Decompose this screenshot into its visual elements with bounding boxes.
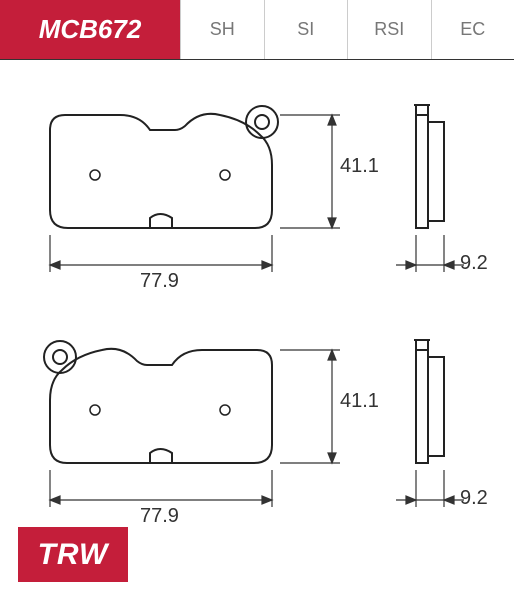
part-number: MCB672 — [0, 0, 180, 59]
dim-width-1: 77.9 — [140, 270, 179, 293]
variant-list: SH SI RSI EC — [180, 0, 514, 59]
brand-text: TRW — [38, 538, 109, 572]
dim-thick-2: 9.2 — [460, 487, 488, 510]
pad-top-side — [414, 105, 444, 228]
variant-sh: SH — [180, 0, 264, 59]
dim-height-1: 41.1 — [340, 155, 379, 178]
variant-ec: EC — [431, 0, 514, 59]
variant-rsi: RSI — [347, 0, 431, 59]
pad-bottom-front — [44, 341, 272, 463]
dim-height-2: 41.1 — [340, 390, 379, 413]
pad-bottom-side — [414, 340, 444, 463]
dim-thick-1: 9.2 — [460, 252, 488, 275]
header-row: MCB672 SH SI RSI EC — [0, 0, 514, 60]
pad-top-front — [50, 106, 278, 228]
pad-bottom-dims — [50, 350, 464, 507]
dim-width-2: 77.9 — [140, 505, 179, 528]
brand-logo: TRW — [18, 527, 128, 582]
pad-top-dims — [50, 115, 464, 272]
technical-drawing — [0, 60, 514, 600]
diagram-area: 41.1 77.9 9.2 41.1 77.9 9.2 TRW — [0, 60, 514, 600]
variant-si: SI — [264, 0, 348, 59]
